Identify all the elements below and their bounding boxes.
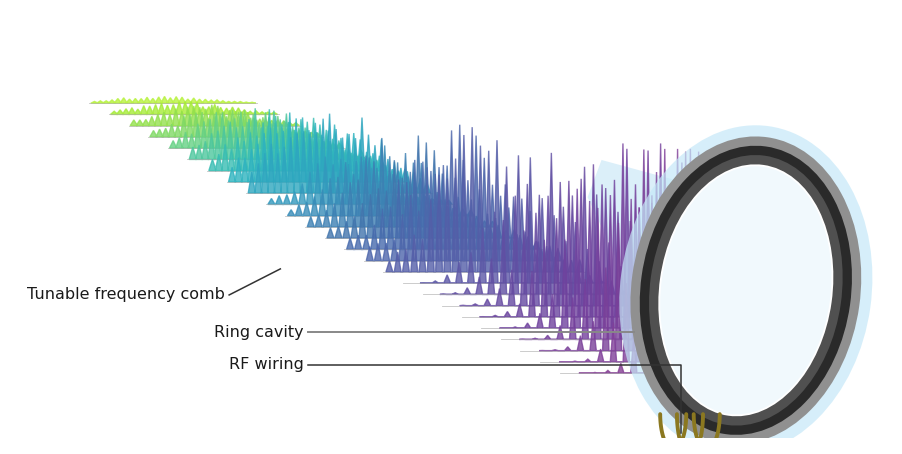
Polygon shape (460, 167, 649, 306)
Polygon shape (500, 149, 692, 328)
Polygon shape (189, 108, 365, 159)
Polygon shape (308, 138, 496, 227)
Polygon shape (587, 160, 732, 327)
Polygon shape (520, 143, 714, 340)
Polygon shape (91, 96, 256, 103)
Text: RF wiring: RF wiring (229, 357, 304, 372)
Polygon shape (366, 125, 561, 261)
Polygon shape (268, 157, 452, 204)
Polygon shape (248, 114, 430, 193)
Polygon shape (440, 153, 627, 294)
Polygon shape (288, 145, 474, 216)
Ellipse shape (660, 166, 832, 415)
Polygon shape (579, 152, 779, 373)
Polygon shape (346, 160, 539, 249)
Polygon shape (559, 149, 758, 362)
Polygon shape (327, 136, 518, 238)
Polygon shape (130, 105, 299, 126)
Ellipse shape (640, 146, 852, 435)
Polygon shape (111, 102, 278, 114)
Ellipse shape (630, 137, 861, 444)
Polygon shape (150, 110, 321, 137)
Text: Ring cavity: Ring cavity (214, 325, 304, 340)
Ellipse shape (620, 125, 872, 454)
Polygon shape (170, 112, 343, 148)
Polygon shape (539, 149, 736, 350)
Text: Tunable frequency comb: Tunable frequency comb (27, 287, 225, 302)
Polygon shape (420, 155, 605, 283)
Polygon shape (228, 113, 409, 182)
Polygon shape (209, 109, 387, 171)
Polygon shape (386, 127, 584, 272)
Ellipse shape (658, 164, 833, 416)
Polygon shape (480, 164, 670, 317)
Ellipse shape (649, 155, 842, 425)
